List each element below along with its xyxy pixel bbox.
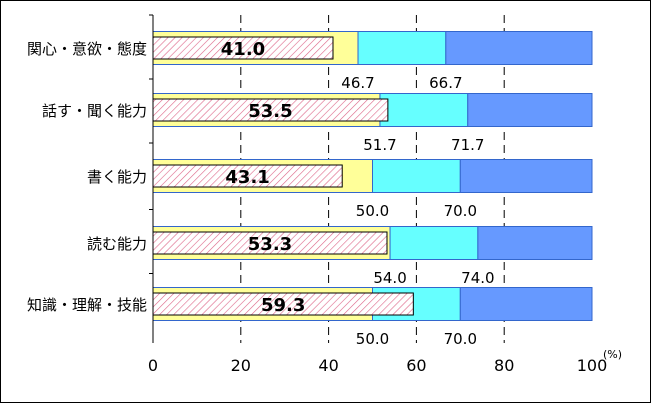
x-tick-label-100: 100 [577,356,608,375]
label-layer: 41.0 関心・意欲・態度 46.7 66.7 53.5 話す・聞く能力 51.7 71.7 4… [27,39,622,375]
axis-layer [149,14,154,343]
x-tick-label-80: 80 [494,356,514,375]
band-boundary-label-2-0: 50.0 [356,202,389,220]
value-label-4: 59.3 [261,295,305,316]
category-label-1: 話す・聞く能力 [42,102,147,120]
band-boundary-label-1-0: 51.7 [363,136,396,154]
x-tick-label-60: 60 [406,356,426,375]
value-label-2: 43.1 [225,167,269,188]
unit-label: (%) [603,348,622,361]
x-tick-label-40: 40 [318,356,338,375]
band-boundary-label-2-1: 70.0 [444,202,477,220]
band-mid-0 [357,31,447,65]
band-boundary-label-3-1: 74.0 [461,269,494,287]
band-mid-3 [389,226,479,260]
band-boundary-label-3-0: 54.0 [373,269,406,287]
band-high-4 [459,287,593,321]
band-boundary-label-1-1: 71.7 [451,136,484,154]
x-tick-label-20: 20 [231,356,251,375]
category-label-0: 関心・意欲・態度 [27,40,147,58]
band-high-3 [477,226,593,260]
value-label-0: 41.0 [221,39,265,60]
band-high-2 [459,159,593,193]
category-label-4: 知識・理解・技能 [27,296,147,314]
band-high-0 [445,31,593,65]
value-layer [152,36,414,316]
x-tick-label-0: 0 [148,356,158,375]
band-boundary-label-4-1: 70.0 [444,330,477,348]
category-label-3: 読む能力 [87,235,147,253]
value-label-1: 53.5 [248,101,292,122]
value-label-3: 53.3 [248,234,292,255]
band-mid-1 [379,93,469,127]
category-label-2: 書く能力 [87,168,147,186]
band-boundary-label-0-1: 66.7 [429,74,462,92]
band-mid-2 [372,159,461,193]
band-boundary-label-4-0: 50.0 [356,330,389,348]
band-boundary-label-0-0: 46.7 [341,74,374,92]
band-high-1 [467,93,593,127]
